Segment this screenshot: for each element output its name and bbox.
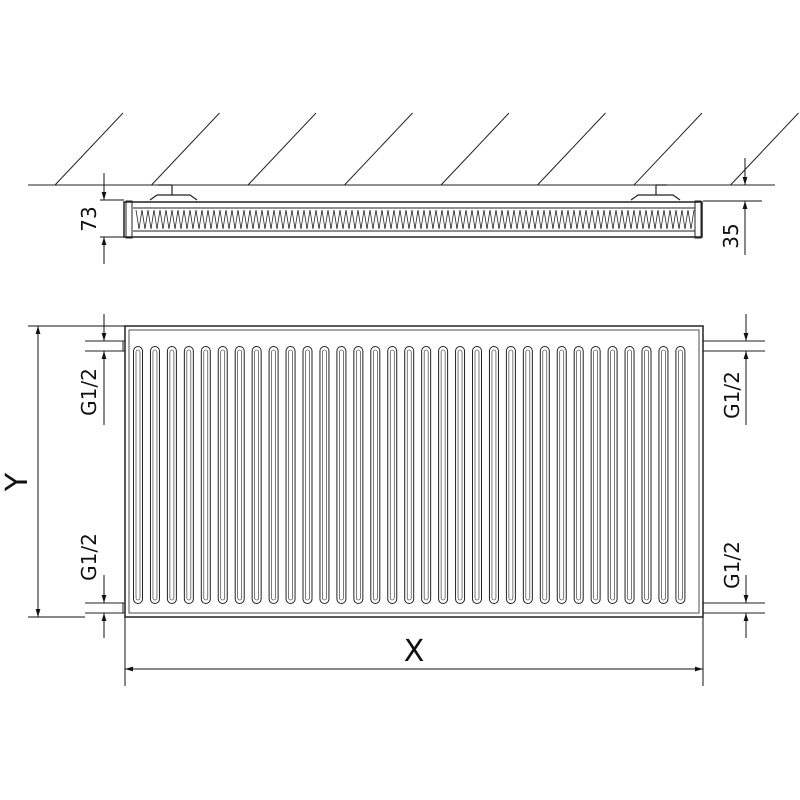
connection-label-right-bottom: G1/2	[720, 541, 744, 589]
flute-inner	[525, 349, 531, 601]
flute	[590, 346, 601, 604]
flute	[488, 346, 499, 604]
flute	[641, 346, 652, 604]
wall-brackets	[149, 184, 681, 201]
connection-label-left-top: G1/2	[77, 368, 101, 416]
hatch-line	[54, 112, 124, 186]
flute	[556, 346, 567, 604]
flute	[438, 346, 449, 604]
height-dimension	[28, 325, 125, 618]
flute	[607, 346, 618, 604]
flute-inner	[474, 349, 480, 601]
flute-inner	[203, 349, 209, 601]
wall-gap-dimension	[703, 158, 762, 255]
flute-inner	[373, 349, 378, 601]
flute	[404, 346, 415, 604]
flute	[387, 346, 398, 604]
flute-inner	[322, 349, 327, 601]
radiator-front-panel	[124, 325, 704, 618]
flute	[455, 346, 466, 604]
hatch-line	[633, 112, 703, 186]
flute-inner	[610, 349, 615, 601]
flute-inner	[440, 349, 446, 601]
flute-inner	[423, 349, 429, 601]
flute-inner	[237, 349, 242, 601]
depth-dimension	[100, 173, 124, 264]
flute-inner	[406, 349, 412, 601]
flute	[370, 346, 381, 604]
flute-inner	[356, 349, 361, 601]
flute	[200, 346, 211, 604]
flute-inner	[576, 349, 581, 601]
flute-inner	[152, 349, 158, 601]
height-label: Y	[0, 472, 35, 492]
flute	[149, 346, 160, 604]
flute	[268, 346, 279, 604]
flute-inner	[559, 349, 565, 601]
flute	[675, 346, 686, 604]
flute-inner	[644, 349, 649, 601]
radiator-top-section	[123, 200, 703, 239]
convector-zigzag	[135, 209, 695, 230]
hatch-line	[344, 112, 413, 186]
flute	[285, 346, 296, 604]
flute	[505, 346, 516, 604]
flute	[319, 346, 330, 604]
flute	[217, 346, 228, 604]
flute	[251, 346, 262, 604]
flute	[421, 346, 432, 604]
flute	[133, 346, 143, 604]
flute-inner	[491, 349, 497, 601]
flute	[539, 346, 550, 604]
width-dimension	[124, 617, 704, 686]
flute-inner	[661, 349, 666, 601]
flute-inner	[254, 349, 259, 601]
flute-inner	[288, 349, 293, 601]
flute-inner	[389, 349, 395, 601]
flute	[336, 346, 347, 604]
flute-inner	[271, 349, 276, 601]
flute-inner	[542, 349, 548, 601]
hatch-line	[730, 112, 799, 186]
panel-flutes	[133, 346, 686, 604]
flute-inner	[305, 349, 310, 601]
flute	[658, 346, 669, 604]
wall-gap-label: 35	[719, 223, 743, 248]
flute	[234, 346, 245, 604]
flute-inner	[169, 349, 175, 601]
wall	[28, 112, 799, 186]
flute-inner	[627, 349, 632, 601]
flute	[573, 346, 584, 604]
flute-inner	[457, 349, 463, 601]
flute	[166, 346, 177, 604]
flute-inner	[220, 349, 226, 601]
flute-inner	[508, 349, 514, 601]
convector-fins	[135, 209, 695, 230]
wall-hatching	[54, 112, 799, 186]
flute	[302, 346, 313, 604]
depth-label: 73	[77, 206, 101, 231]
flute	[472, 346, 482, 604]
width-label: X	[404, 634, 425, 669]
flute	[183, 346, 194, 604]
hatch-line	[440, 112, 510, 186]
hatch-line	[537, 112, 606, 186]
flute	[624, 346, 635, 604]
hatch-line	[247, 112, 317, 186]
flute-inner	[339, 349, 344, 601]
connection-dimensions	[101, 314, 749, 638]
connection-stubs	[85, 340, 765, 614]
connection-label-right-top: G1/2	[720, 371, 744, 419]
connection-label-left-bottom: G1/2	[77, 533, 101, 581]
hatch-line	[151, 112, 220, 186]
flute-inner	[678, 349, 683, 601]
flute	[353, 346, 364, 604]
flute-inner	[186, 349, 192, 601]
flute	[522, 346, 533, 604]
flute-inner	[593, 349, 598, 601]
flute-inner	[135, 349, 141, 601]
